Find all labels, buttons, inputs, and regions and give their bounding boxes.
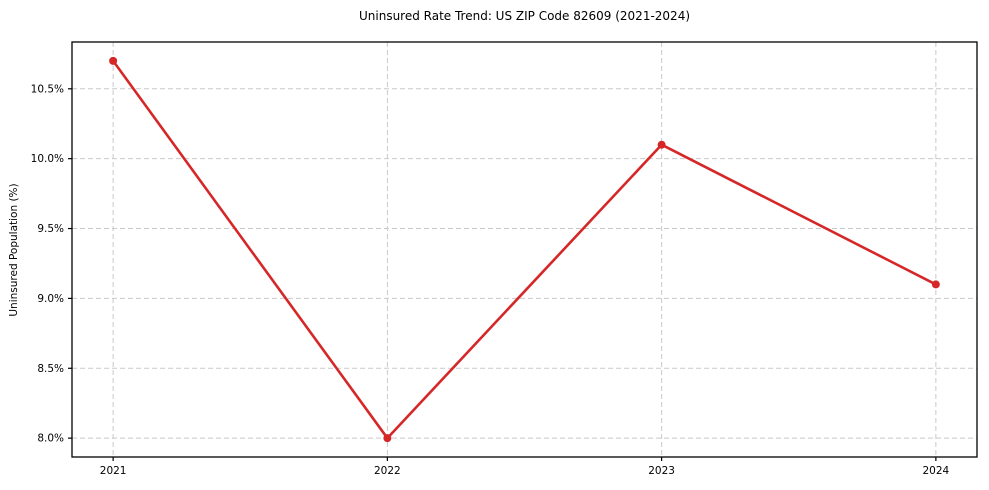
y-tick-label: 10.5% bbox=[31, 83, 64, 95]
plot-border bbox=[71, 41, 978, 458]
trend-line bbox=[111, 59, 938, 440]
y-tick-label: 8.0% bbox=[37, 433, 64, 445]
data-point-marker bbox=[383, 434, 392, 443]
data-point-marker bbox=[657, 140, 666, 149]
y-tick-label: 8.5% bbox=[37, 363, 64, 375]
data-point-marker bbox=[931, 280, 940, 289]
x-tick-label: 2022 bbox=[374, 465, 401, 477]
chart-title: Uninsured Rate Trend: US ZIP Code 82609 … bbox=[358, 9, 691, 23]
y-tick-label: 9.5% bbox=[37, 223, 64, 235]
data-point-marker bbox=[109, 56, 118, 65]
x-tick-label: 2021 bbox=[100, 465, 127, 477]
x-tick-label: 2023 bbox=[648, 465, 675, 477]
y-axis-label: Uninsured Population (%) bbox=[8, 183, 20, 317]
y-tick-label: 9.0% bbox=[37, 293, 64, 305]
x-tick-label: 2024 bbox=[922, 465, 949, 477]
y-tick-label: 10.0% bbox=[31, 153, 64, 165]
